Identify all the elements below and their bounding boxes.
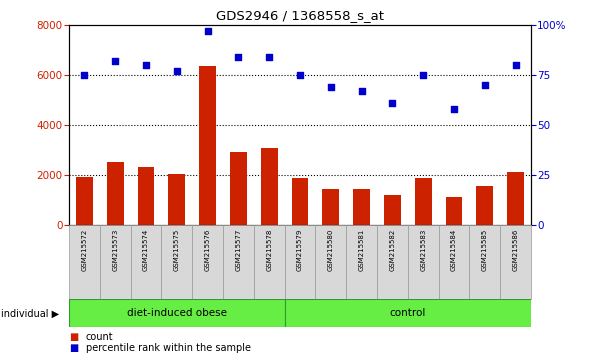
Point xyxy=(203,28,212,34)
Text: GSM215586: GSM215586 xyxy=(512,229,518,271)
Bar xyxy=(192,225,223,299)
Bar xyxy=(76,177,93,225)
Text: GSM215576: GSM215576 xyxy=(205,229,211,271)
Point xyxy=(265,54,274,59)
Text: GSM215582: GSM215582 xyxy=(389,229,395,271)
Bar xyxy=(500,225,531,299)
Text: GDS2946 / 1368558_s_at: GDS2946 / 1368558_s_at xyxy=(216,9,384,22)
Point xyxy=(480,82,490,87)
Point xyxy=(295,72,305,78)
Bar xyxy=(507,172,524,225)
Bar xyxy=(254,225,284,299)
Point xyxy=(511,62,520,68)
Text: GSM215575: GSM215575 xyxy=(174,229,180,271)
Text: GSM215579: GSM215579 xyxy=(297,229,303,271)
Bar xyxy=(408,225,439,299)
Bar xyxy=(284,225,316,299)
Text: diet-induced obese: diet-induced obese xyxy=(127,308,227,318)
Text: ■: ■ xyxy=(69,343,78,353)
Bar xyxy=(100,225,131,299)
Bar xyxy=(261,148,278,225)
Point xyxy=(110,58,120,64)
Text: GSM215578: GSM215578 xyxy=(266,229,272,271)
Bar xyxy=(346,225,377,299)
Bar xyxy=(415,178,431,225)
Bar xyxy=(316,225,346,299)
Bar xyxy=(439,225,469,299)
Text: individual ▶: individual ▶ xyxy=(1,308,59,318)
Bar xyxy=(69,225,100,299)
Text: GSM215581: GSM215581 xyxy=(359,229,365,271)
Bar xyxy=(131,225,161,299)
Bar xyxy=(107,162,124,225)
Text: GSM215584: GSM215584 xyxy=(451,229,457,271)
Text: GSM215572: GSM215572 xyxy=(82,229,88,271)
Bar xyxy=(137,166,154,225)
Point xyxy=(326,84,335,90)
Text: percentile rank within the sample: percentile rank within the sample xyxy=(86,343,251,353)
Bar xyxy=(446,197,463,225)
Bar xyxy=(161,225,192,299)
Text: GSM215577: GSM215577 xyxy=(235,229,241,271)
Bar xyxy=(284,299,531,327)
Text: ■: ■ xyxy=(69,332,78,342)
Text: GSM215574: GSM215574 xyxy=(143,229,149,271)
Point xyxy=(233,54,243,59)
Bar xyxy=(292,178,308,225)
Bar xyxy=(384,195,401,225)
Text: count: count xyxy=(86,332,113,342)
Text: GSM215573: GSM215573 xyxy=(112,229,118,271)
Bar xyxy=(322,189,339,225)
Point xyxy=(141,62,151,68)
Point xyxy=(418,72,428,78)
Text: GSM215580: GSM215580 xyxy=(328,229,334,271)
Text: control: control xyxy=(389,308,426,318)
Bar xyxy=(469,225,500,299)
Text: GSM215585: GSM215585 xyxy=(482,229,488,271)
Bar xyxy=(199,66,216,225)
Bar xyxy=(476,185,493,225)
Point xyxy=(357,88,367,93)
Point xyxy=(172,68,182,74)
Bar xyxy=(223,225,254,299)
Bar xyxy=(169,174,185,225)
Point xyxy=(449,106,459,112)
Point xyxy=(388,100,397,105)
Point xyxy=(80,72,89,78)
Bar xyxy=(377,225,408,299)
Bar xyxy=(69,299,284,327)
Text: GSM215583: GSM215583 xyxy=(420,229,426,271)
Bar xyxy=(353,189,370,225)
Bar xyxy=(230,152,247,225)
